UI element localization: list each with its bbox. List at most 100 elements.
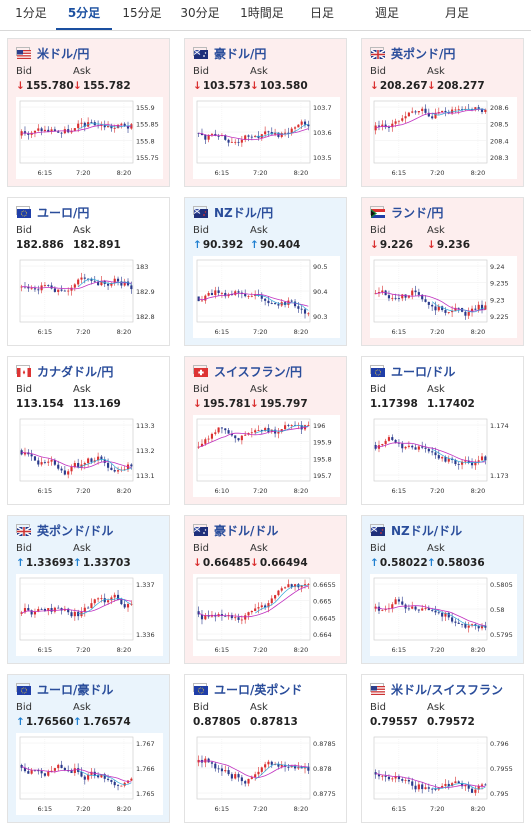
mini-candlestick-chart[interactable]: 0.796 0.7955 0.795 6:15 7:20 8:20: [370, 733, 517, 815]
candle: [107, 778, 110, 780]
currency-card[interactable]: 英ポンド/ドル Bid Ask ↑1.33693 ↑1.33703 1.337 1.336 6…: [7, 515, 170, 664]
tab-2[interactable]: 5分足: [56, 0, 112, 30]
candle: [401, 779, 404, 781]
pair-title[interactable]: ユーロ/豪ドル: [16, 681, 113, 698]
bid-value: ↓9.226: [370, 239, 413, 251]
bid-price: 1.76560: [25, 716, 74, 728]
mini-candlestick-chart[interactable]: 9.24 9.235 9.23 9.225 6:15 7:20 8:20: [370, 256, 517, 338]
candle: [23, 452, 27, 455]
candle: [204, 295, 207, 301]
pair-title[interactable]: NZドル/円: [193, 204, 273, 221]
candle: [404, 446, 407, 449]
bid-price: 0.66485: [202, 557, 251, 569]
pair-title[interactable]: ユーロ/ドル: [370, 363, 455, 380]
mini-candlestick-chart[interactable]: 196 195.9 195.8 195.7 6:10 7:20 8:20: [193, 415, 340, 497]
currency-card[interactable]: 豪ドル/円 Bid Ask ↓103.573 ↓103.580 103.7 103.6 103…: [184, 38, 347, 187]
ask-price: 90.404: [259, 239, 301, 251]
tab-8[interactable]: 月足: [444, 6, 469, 20]
pair-title[interactable]: ユーロ/円: [16, 204, 89, 221]
chart-background: [193, 415, 340, 497]
candle: [480, 108, 484, 112]
candle: [53, 129, 56, 132]
mini-candlestick-chart[interactable]: 103.7 103.6 103.5 6:15 7:20 8:20: [193, 97, 340, 179]
mini-candlestick-chart[interactable]: 155.9 155.85 155.8 155.75 6:15 7:20 8:20: [16, 97, 163, 179]
pair-title[interactable]: NZドル/ドル: [370, 522, 462, 539]
candle: [254, 135, 257, 138]
currency-card[interactable]: 英ポンド/円 Bid Ask ↓208.267 ↓208.277 208.6 208.5 20…: [361, 38, 524, 187]
mini-candlestick-chart[interactable]: 90.5 90.4 90.3 6:15 7:20 8:20: [193, 256, 340, 338]
chart-svg: 0.796 0.7955 0.795 6:15 7:20 8:20: [370, 733, 517, 815]
candle: [20, 764, 23, 768]
currency-card[interactable]: スイスフラン/円 Bid Ask ↓195.781 ↓195.797 196 195.9 19…: [184, 356, 347, 505]
currency-card[interactable]: ランド/円 Bid Ask ↓9.226 ↓9.236 9.24 9.235 9.23 9.22…: [361, 197, 524, 346]
candle: [217, 427, 220, 433]
candle: [60, 608, 63, 611]
mini-candlestick-chart[interactable]: 0.8785 0.878 0.8775 6:15 7:20 8:20: [193, 733, 340, 815]
pair-title[interactable]: 米ドル/円: [16, 45, 89, 62]
currency-card[interactable]: ユーロ/ドル Bid Ask 1.17398 1.17402 1.174 1.173 6:15…: [361, 356, 524, 505]
moving-average-line: [198, 426, 309, 448]
candle: [290, 128, 293, 134]
candle: [200, 133, 204, 136]
candle: [427, 608, 430, 611]
bid-price: 0.87805: [193, 716, 241, 728]
candle: [303, 309, 307, 314]
candle: [444, 612, 447, 617]
currency-card[interactable]: ユーロ/豪ドル Bid Ask ↑1.76560 ↑1.76574 1.767 1.766 1…: [7, 674, 170, 823]
mini-candlestick-chart[interactable]: 183 182.9 182.8 6:15 7:20 8:20: [16, 256, 163, 338]
pair-title[interactable]: 豪ドル/ドル: [193, 522, 278, 539]
mini-candlestick-chart[interactable]: 208.6 208.5 208.4 208.3 6:15 7:20 8:20: [370, 97, 517, 179]
pair-title[interactable]: 米ドル/スイスフラン: [370, 681, 503, 698]
arrow-up-icon: ↑: [193, 239, 202, 251]
candle: [401, 118, 404, 121]
candle: [421, 108, 424, 111]
tab-4[interactable]: 30分足: [180, 6, 220, 20]
flag-icon: [193, 365, 208, 377]
currency-card[interactable]: 米ドル/円 Bid Ask ↓155.780 ↓155.782 155.9 155.85 15…: [7, 38, 170, 187]
moving-average-line: [432, 783, 486, 790]
pair-title[interactable]: カナダドル/円: [16, 363, 113, 380]
ask-price: 208.277: [436, 80, 485, 92]
x-tick-label: 6:15: [392, 169, 407, 177]
tab-3[interactable]: 15分足: [122, 6, 162, 20]
mini-candlestick-chart[interactable]: 0.5805 0.58 0.5795 6:15 7:20 8:20: [370, 574, 517, 656]
pair-title[interactable]: 豪ドル/円: [193, 45, 266, 62]
x-tick-label: 8:20: [294, 328, 309, 336]
candle: [110, 467, 113, 470]
currency-card[interactable]: カナダドル/円 Bid Ask 113.154 113.169 113.3 113.2 113…: [7, 356, 170, 505]
tab-5[interactable]: 1時間足: [240, 6, 284, 20]
currency-card[interactable]: ユーロ/英ポンド Bid Ask 0.87805 0.87813 0.8785 0.878 0…: [184, 674, 347, 823]
currency-card[interactable]: NZドル/円 Bid Ask ↑90.392 ↑90.404 90.5 90.4 90.3 6:…: [184, 197, 347, 346]
currency-card[interactable]: NZドル/ドル Bid Ask ↑0.58022 ↑0.58036 0.5805 0.58 0…: [361, 515, 524, 664]
pair-title[interactable]: ユーロ/英ポンド: [193, 681, 302, 698]
currency-card[interactable]: 豪ドル/ドル Bid Ask ↓0.66485 ↓0.66494 0.6655 0.665 0…: [184, 515, 347, 664]
mini-candlestick-chart[interactable]: 1.337 1.336 6:15 7:20 8:20: [16, 574, 163, 656]
ask-label: Ask: [250, 702, 268, 713]
mini-candlestick-chart[interactable]: 113.3 113.2 113.1 6:15 7:20 8:20: [16, 415, 163, 497]
pair-title[interactable]: スイスフラン/円: [193, 363, 302, 380]
candle: [130, 603, 133, 605]
candle: [107, 462, 110, 468]
candle: [50, 770, 53, 772]
candle: [444, 310, 447, 313]
mini-candlestick-chart[interactable]: 0.6655 0.665 0.6645 0.664 6:15 7:20 8:20: [193, 574, 340, 656]
mini-candlestick-chart[interactable]: 1.174 1.173 6:15 7:20 8:20: [370, 415, 517, 497]
pair-title[interactable]: ランド/円: [370, 204, 443, 221]
currency-card[interactable]: ユーロ/円 Bid Ask 182.886 182.891 183 182.9 182.8 6:…: [7, 197, 170, 346]
candle: [90, 603, 93, 608]
x-tick-label: 8:20: [117, 805, 132, 813]
pair-title[interactable]: 英ポンド/円: [370, 45, 455, 62]
candle: [126, 281, 130, 286]
currency-card[interactable]: 米ドル/スイスフラン Bid Ask 0.79557 0.79572 0.796 0.795…: [361, 674, 524, 823]
candle: [431, 788, 434, 790]
pair-title[interactable]: 英ポンド/ドル: [16, 522, 113, 539]
candle: [53, 607, 56, 612]
mini-candlestick-chart[interactable]: 1.767 1.766 1.765 6:15 7:20 8:20: [16, 733, 163, 815]
tab-6[interactable]: 日足: [309, 6, 334, 20]
x-tick-label: 8:20: [117, 328, 132, 336]
candle: [397, 776, 400, 780]
tab-7[interactable]: 週足: [374, 6, 399, 20]
candle: [234, 141, 237, 143]
tab-1[interactable]: 1分足: [15, 6, 47, 20]
x-tick-label: 7:20: [253, 805, 268, 813]
